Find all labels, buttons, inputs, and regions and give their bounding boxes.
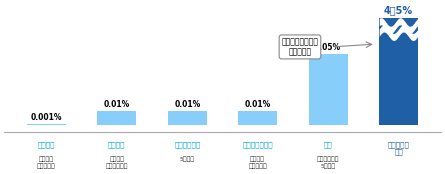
Text: 0.01%: 0.01%	[245, 100, 271, 109]
Text: 国際: 国際	[324, 141, 332, 148]
Text: 定期預金: 定期預金	[108, 141, 125, 148]
Text: 大手銀行
平均利回り: 大手銀行 平均利回り	[37, 157, 56, 169]
Text: 0.001%: 0.001%	[31, 113, 62, 122]
Bar	[309, 54, 348, 125]
Bar	[27, 124, 66, 125]
Bar	[379, 18, 418, 125]
Text: 大手銀行
大口定期預金: 大手銀行 大口定期預金	[105, 157, 128, 169]
Text: マンション
経営: マンション 経営	[388, 141, 409, 155]
Text: 0.05%: 0.05%	[315, 43, 341, 52]
Text: 4〜5%: 4〜5%	[384, 6, 413, 15]
Text: 0.01%: 0.01%	[104, 100, 130, 109]
Text: 5年定期: 5年定期	[180, 157, 195, 162]
Bar	[168, 111, 206, 125]
Text: 他金融商品よりも
高い利回り: 他金融商品よりも 高い利回り	[282, 37, 319, 57]
Text: 0.01%: 0.01%	[174, 100, 200, 109]
Bar	[239, 111, 277, 125]
Text: 普通預金: 普通預金	[38, 141, 55, 148]
Text: ゆうちょ銀行: ゆうちょ銀行	[174, 141, 200, 148]
Text: 大手銀行
平均利回り: 大手銀行 平均利回り	[248, 157, 267, 169]
Bar	[97, 111, 136, 125]
Text: 個人向け国債
5年固定: 個人向け国債 5年固定	[317, 157, 340, 169]
Text: 米ドル外貨預金: 米ドル外貨預金	[243, 141, 273, 148]
